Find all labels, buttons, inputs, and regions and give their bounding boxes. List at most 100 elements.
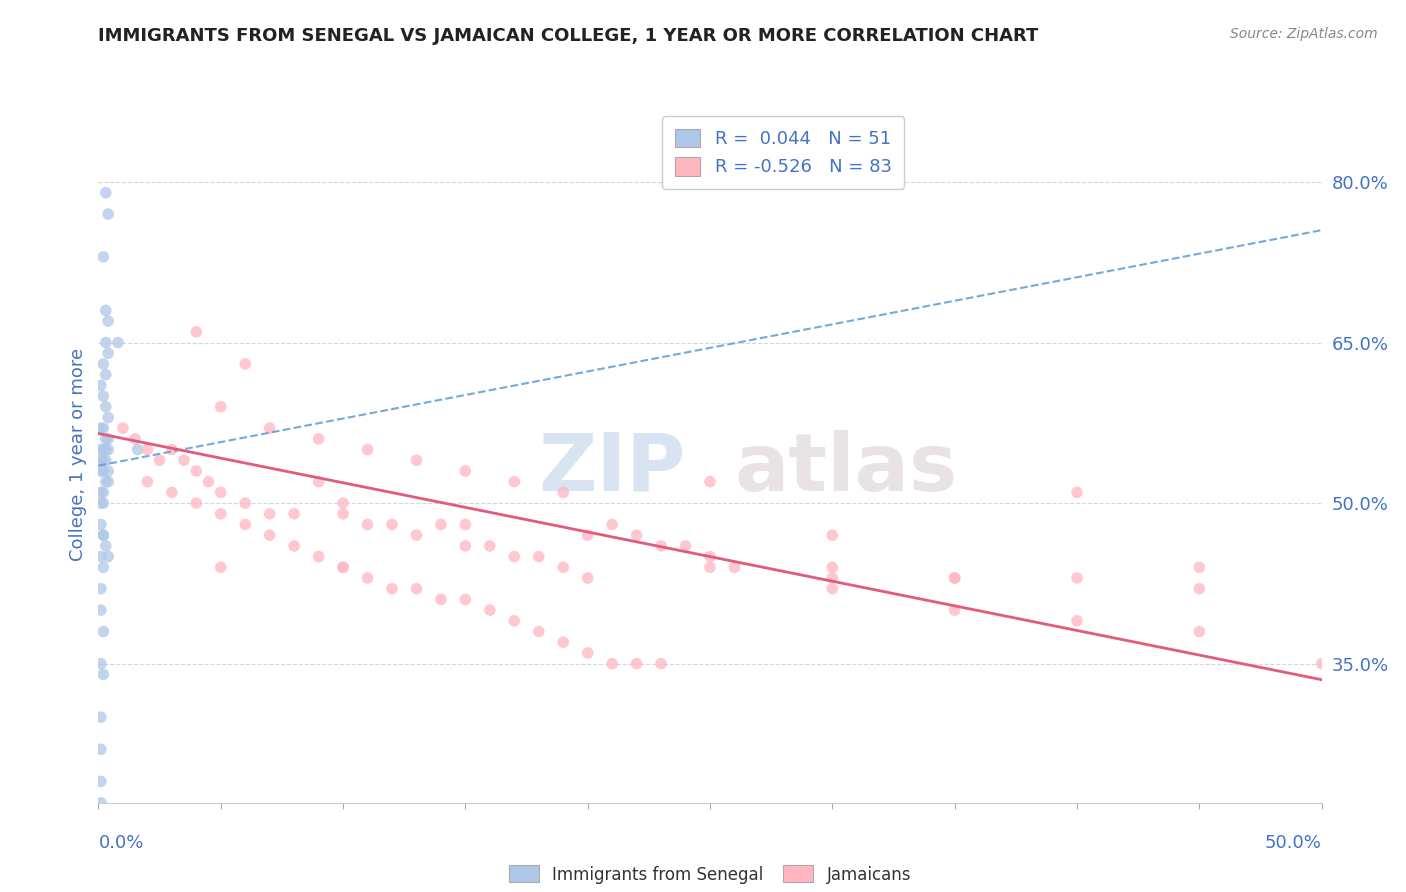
Point [136,475,159,489]
Point [259,528,281,542]
Point [308,475,330,489]
Point [454,539,477,553]
Point [94,303,117,318]
Point [675,539,697,553]
Point [454,592,477,607]
Point [90,453,112,467]
Point [454,464,477,478]
Point [503,549,526,564]
Point [553,485,575,500]
Point [91,560,114,574]
Point [1066,571,1088,585]
Point [430,517,453,532]
Point [233,357,256,371]
Point [94,475,117,489]
Point [356,442,378,457]
Point [699,560,721,574]
Y-axis label: College, 1 year or more: College, 1 year or more [69,349,87,561]
Point [91,421,114,435]
Point [576,571,599,585]
Point [821,528,844,542]
Point [94,335,117,350]
Point [94,400,117,414]
Point [94,432,117,446]
Point [97,432,120,446]
Point [308,549,330,564]
Point [90,742,112,756]
Point [308,432,330,446]
Point [91,528,114,542]
Point [405,582,427,596]
Point [233,496,256,510]
Point [1066,485,1088,500]
Point [91,464,114,478]
Point [90,603,112,617]
Text: IMMIGRANTS FROM SENEGAL VS JAMAICAN COLLEGE, 1 YEAR OR MORE CORRELATION CHART: IMMIGRANTS FROM SENEGAL VS JAMAICAN COLL… [98,27,1039,45]
Point [699,475,721,489]
Point [576,646,599,660]
Point [209,507,232,521]
Point [90,774,112,789]
Point [209,560,232,574]
Point [91,485,114,500]
Point [454,517,477,532]
Point [91,667,114,681]
Point [553,560,575,574]
Point [97,549,120,564]
Point [626,528,648,542]
Point [94,453,117,467]
Point [576,528,599,542]
Point [97,314,120,328]
Point [197,475,219,489]
Point [160,485,183,500]
Point [107,335,129,350]
Point [90,657,112,671]
Point [90,378,112,392]
Point [1188,560,1211,574]
Text: atlas: atlas [734,430,957,508]
Point [97,346,120,360]
Point [943,571,966,585]
Point [332,496,354,510]
Point [136,442,159,457]
Point [650,539,672,553]
Text: 50.0%: 50.0% [1265,834,1322,852]
Point [821,560,844,574]
Point [626,657,648,671]
Point [332,560,354,574]
Legend: Immigrants from Senegal, Jamaicans: Immigrants from Senegal, Jamaicans [501,857,920,892]
Point [699,549,721,564]
Point [1188,582,1211,596]
Point [821,582,844,596]
Point [90,517,112,532]
Point [553,635,575,649]
Point [1310,657,1333,671]
Point [283,539,305,553]
Point [186,325,208,339]
Point [90,464,112,478]
Point [97,410,120,425]
Point [503,614,526,628]
Point [111,421,134,435]
Point [90,421,112,435]
Point [381,582,404,596]
Point [381,517,404,532]
Point [90,549,112,564]
Point [527,549,550,564]
Point [821,571,844,585]
Point [127,442,149,457]
Point [186,496,208,510]
Point [97,464,120,478]
Point [430,592,453,607]
Point [356,571,378,585]
Point [259,421,281,435]
Point [943,571,966,585]
Point [233,517,256,532]
Point [478,539,501,553]
Point [94,186,117,200]
Point [94,442,117,457]
Point [91,250,114,264]
Point [332,507,354,521]
Point [90,442,112,457]
Point [91,357,114,371]
